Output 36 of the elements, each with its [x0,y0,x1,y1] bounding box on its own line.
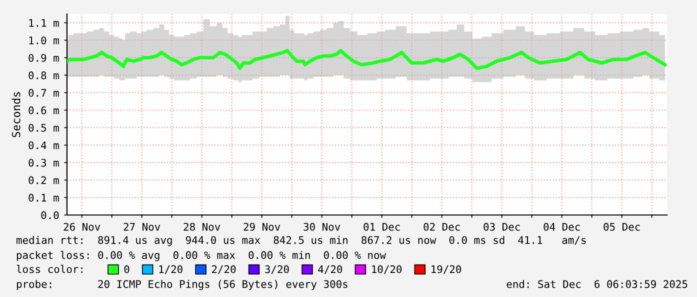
x-tick-label: 27 Nov [124,222,160,231]
x-tick-label: 29 Nov [244,222,280,231]
text: median rtt: 891.4 us avg 944.0 us max 842.5 us min 867.2 us now 0.0 ms sd 41.1 am/s [16,236,586,246]
x-tick-label: 28 Nov [184,222,220,231]
legend-label: 0 [124,265,130,274]
y-axis-title: Seconds [12,92,20,138]
x-tick-label: 04 Dec [544,222,580,231]
y-tick-label: 0.6 m [28,106,59,114]
text: end: Sat Dec 6 06:03:59 2025 [506,280,688,288]
y-tick-label: 0.4 m [28,141,59,150]
x-tick-label: 03 Dec [484,222,520,231]
y-tick-label: 1.1 m [29,19,59,27]
legend-label: 10/20 [372,265,402,274]
y-tick-label: 0.9 m [28,54,59,62]
x-tick-label: 05 Dec [604,222,640,231]
text: probe: 20 ICMP Echo Pings (56 Bytes) every 300s [16,280,348,290]
legend-label: 19/20 [432,265,462,274]
x-tick-label: 02 Dec [424,222,460,231]
y-tick-label: 0.7 m [28,88,59,97]
y-tick-label: 0.0 [41,211,59,220]
y-tick-label: 0.3 m [28,158,59,167]
legend-label: 3/20 [265,265,289,274]
legend-label: 1/20 [159,265,182,274]
x-tick-label: 30 Nov [304,222,340,231]
y-tick-label: 1.0 m [29,36,59,44]
x-tick-label: 01 Dec [364,222,400,231]
legend-label: 4/20 [318,265,342,274]
line-series [67,48,667,70]
text: packet loss: 0.00 % avg 0.00 % max 0.00 % min 0.00 % now [16,250,386,262]
legend-label: 2/20 [212,265,236,274]
y-tick-label: 0.1 m [28,194,59,202]
y-tick-label: 0.5 m [28,124,59,132]
legend-title: loss color: [16,264,82,274]
y-tick-label: 0.8 m [28,71,59,80]
x-tick-label: 26 Nov [64,222,100,231]
y-tick-label: 0.2 m [28,176,59,184]
